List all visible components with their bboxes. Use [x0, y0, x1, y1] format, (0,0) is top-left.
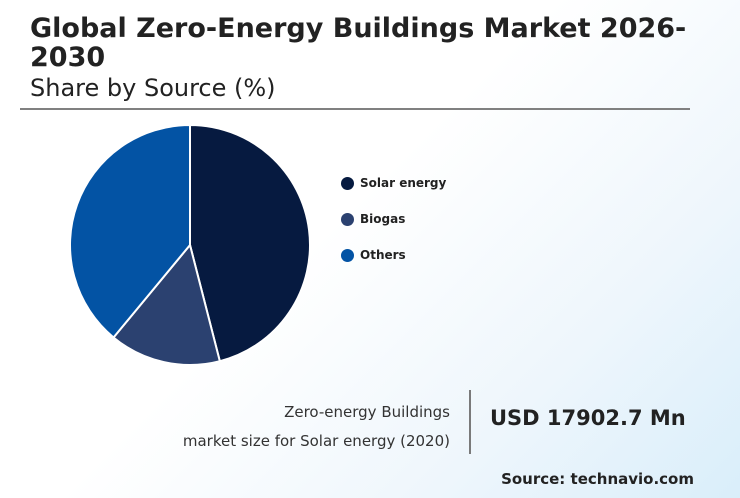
- market-size-divider: [469, 390, 471, 454]
- legend-label: Biogas: [360, 212, 406, 226]
- market-size-value: USD 17902.7 Mn: [490, 406, 686, 430]
- legend-item: Biogas: [341, 210, 446, 228]
- chart-subtitle: Share by Source (%): [30, 74, 276, 102]
- legend-swatch: [341, 212, 354, 226]
- pie-slice-biogas: [112, 242, 222, 366]
- legend-item: Others: [341, 246, 446, 264]
- chart-title: Global Zero-Energy Buildings Market 2026…: [30, 13, 687, 73]
- title-divider: [20, 108, 690, 110]
- market-size-label-line2: market size for Solar energy (2020): [182, 432, 450, 450]
- chart-legend: Solar energy Biogas Others: [341, 174, 446, 282]
- legend-item: Solar energy: [341, 174, 446, 192]
- legend-label: Solar energy: [360, 176, 447, 190]
- legend-swatch: [341, 176, 354, 190]
- market-size-label: Zero-energy Buildings market size for So…: [183, 398, 450, 456]
- pie-slice-solar-energy: [189, 123, 311, 363]
- market-size-label-line1: Zero-energy Buildings: [284, 403, 450, 421]
- pie-slice-others: [69, 123, 191, 339]
- legend-swatch: [341, 248, 354, 262]
- source-credit: Source: technavio.com: [501, 470, 694, 488]
- legend-label: Others: [360, 248, 406, 262]
